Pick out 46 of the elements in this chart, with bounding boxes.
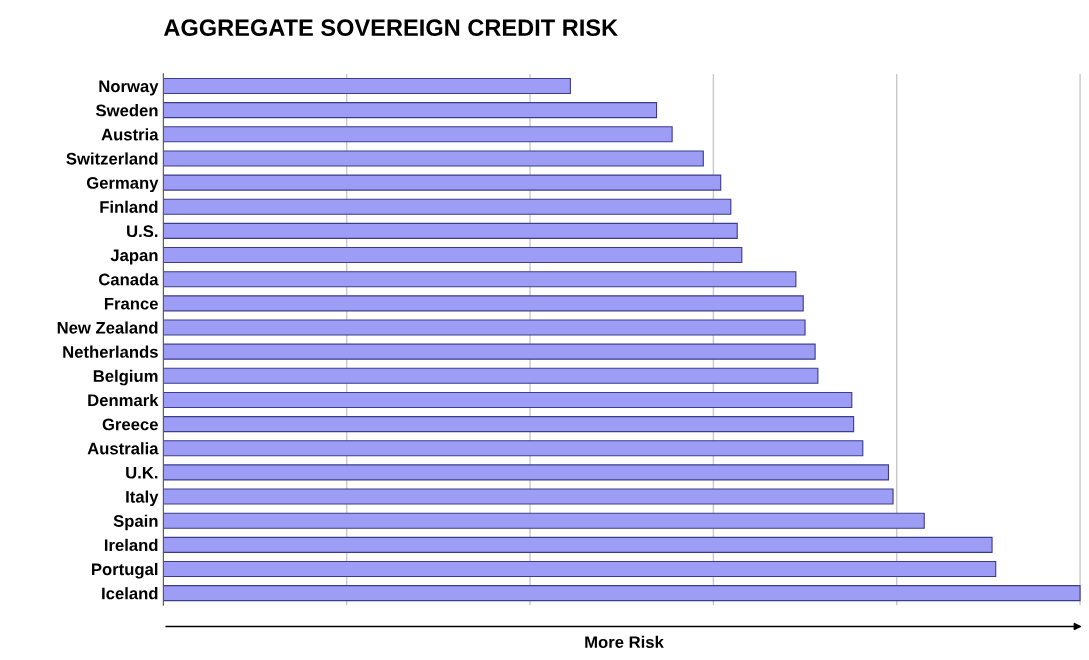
y-tick-label: Ireland	[104, 538, 158, 552]
y-tick-label: Finland	[100, 200, 158, 213]
y-tick-label: Netherlands	[63, 345, 158, 358]
y-tick-label: Canada	[98, 273, 159, 286]
bar	[163, 367, 819, 384]
y-tick-label: New Zealand	[57, 321, 158, 334]
bar	[163, 247, 743, 264]
x-axis-title: More Risk	[585, 635, 664, 649]
bar	[163, 391, 853, 408]
y-tick-label: Sweden	[95, 104, 158, 117]
bar	[163, 150, 704, 167]
bar	[163, 102, 658, 119]
y-tick-label: Italy	[126, 490, 159, 507]
y-tick-label: Norway	[99, 80, 159, 96]
y-tick-label: Switzerland	[66, 152, 158, 165]
bar	[163, 536, 993, 553]
bar	[163, 585, 1081, 602]
bar	[163, 174, 722, 191]
bar	[163, 198, 732, 215]
y-tick-label: Japan	[110, 249, 158, 265]
bar	[163, 343, 816, 360]
bar	[163, 560, 997, 578]
bar	[163, 77, 571, 95]
bar	[163, 512, 925, 529]
y-tick-label: U.K.	[126, 466, 158, 479]
bar	[163, 126, 673, 143]
y-tick-label: Iceland	[102, 587, 158, 600]
y-tick-label: Portugal	[92, 562, 158, 579]
y-tick-label: Australia	[87, 442, 159, 455]
bar	[163, 295, 804, 312]
chart-title: AGGREGATE SOVEREIGN CREDIT RISK	[163, 19, 618, 37]
bar	[163, 416, 855, 433]
bar	[163, 464, 890, 481]
y-tick-label: Belgium	[93, 369, 158, 386]
y-tick-label: U.S.	[127, 225, 158, 238]
bar	[163, 440, 864, 457]
bar	[163, 271, 797, 288]
bar	[163, 222, 738, 239]
y-tick-label: Greece	[102, 418, 158, 431]
y-tick-label: Spain	[113, 514, 158, 531]
y-tick-label: France	[104, 297, 158, 310]
y-tick-label: Germany	[86, 177, 159, 193]
y-tick-label: Austria	[101, 128, 159, 141]
y-tick-label: Denmark	[88, 393, 159, 407]
bar	[163, 319, 806, 336]
bar	[163, 488, 894, 505]
